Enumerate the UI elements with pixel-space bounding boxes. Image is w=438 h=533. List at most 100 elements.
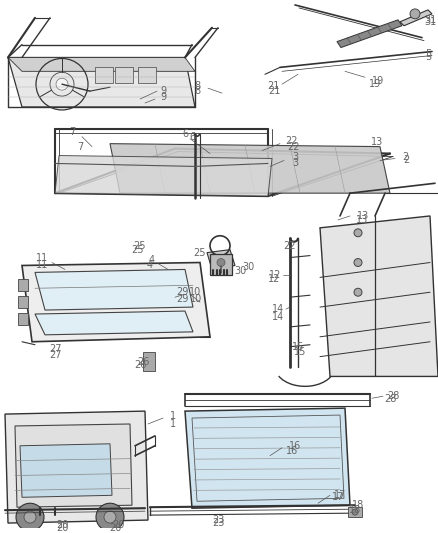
Text: 10: 10 bbox=[189, 287, 201, 297]
Text: 10: 10 bbox=[190, 294, 202, 304]
Text: 22: 22 bbox=[288, 142, 300, 151]
Text: 27: 27 bbox=[50, 350, 62, 360]
Circle shape bbox=[96, 503, 124, 531]
Circle shape bbox=[104, 511, 116, 523]
Bar bbox=[115, 67, 133, 83]
Text: 4: 4 bbox=[147, 261, 153, 270]
Text: 19: 19 bbox=[369, 79, 381, 89]
Circle shape bbox=[352, 509, 358, 515]
Circle shape bbox=[410, 9, 420, 19]
Text: 3: 3 bbox=[292, 151, 298, 161]
Text: 3: 3 bbox=[292, 158, 298, 168]
Text: 23: 23 bbox=[212, 515, 224, 525]
Text: 23: 23 bbox=[212, 518, 224, 528]
Polygon shape bbox=[35, 270, 193, 310]
Text: 6: 6 bbox=[189, 132, 195, 142]
Text: 30: 30 bbox=[242, 262, 254, 272]
Text: 5: 5 bbox=[425, 52, 431, 62]
Circle shape bbox=[24, 511, 36, 523]
Text: 27: 27 bbox=[50, 344, 62, 354]
Text: 1: 1 bbox=[170, 411, 176, 421]
Polygon shape bbox=[55, 156, 272, 196]
Polygon shape bbox=[185, 408, 350, 508]
Text: 29: 29 bbox=[176, 294, 188, 304]
Text: 20: 20 bbox=[109, 523, 121, 533]
Bar bbox=[138, 67, 156, 83]
Polygon shape bbox=[35, 311, 193, 335]
Text: 7: 7 bbox=[69, 127, 75, 137]
Text: 20: 20 bbox=[56, 523, 68, 533]
Text: 28: 28 bbox=[384, 394, 396, 404]
Bar bbox=[18, 313, 28, 325]
Text: 9: 9 bbox=[160, 86, 166, 96]
Circle shape bbox=[217, 259, 225, 266]
Text: 17: 17 bbox=[334, 490, 346, 500]
Polygon shape bbox=[20, 444, 112, 497]
Polygon shape bbox=[207, 249, 235, 270]
Text: 25: 25 bbox=[134, 241, 146, 251]
Bar bbox=[95, 67, 113, 83]
Text: 21: 21 bbox=[268, 86, 280, 96]
Text: 29: 29 bbox=[176, 287, 188, 297]
Text: 5: 5 bbox=[425, 50, 431, 60]
Text: 16: 16 bbox=[286, 446, 298, 456]
Text: 26: 26 bbox=[137, 357, 149, 367]
Text: 25: 25 bbox=[132, 245, 144, 255]
Polygon shape bbox=[22, 263, 210, 342]
Bar bbox=[143, 352, 155, 372]
Text: 31: 31 bbox=[424, 15, 436, 25]
Circle shape bbox=[354, 288, 362, 296]
Text: 16: 16 bbox=[289, 441, 301, 451]
Text: 7: 7 bbox=[77, 142, 83, 151]
Text: 17: 17 bbox=[332, 492, 344, 502]
Text: 6: 6 bbox=[182, 129, 188, 139]
Polygon shape bbox=[337, 20, 402, 47]
Polygon shape bbox=[320, 216, 438, 376]
Text: 13: 13 bbox=[371, 136, 383, 147]
Text: 26: 26 bbox=[134, 360, 146, 369]
Text: 9: 9 bbox=[160, 92, 166, 102]
Bar bbox=[18, 296, 28, 308]
Text: 12: 12 bbox=[268, 274, 280, 284]
Text: 14: 14 bbox=[272, 312, 284, 322]
Text: 11: 11 bbox=[36, 253, 48, 263]
Text: 18: 18 bbox=[352, 500, 364, 510]
Polygon shape bbox=[8, 58, 195, 71]
Circle shape bbox=[56, 78, 68, 90]
Circle shape bbox=[354, 259, 362, 266]
Text: 2: 2 bbox=[402, 151, 408, 161]
Bar bbox=[210, 254, 232, 276]
Text: 25: 25 bbox=[194, 248, 206, 257]
Polygon shape bbox=[8, 58, 195, 107]
Text: 13: 13 bbox=[357, 211, 369, 221]
Polygon shape bbox=[400, 10, 432, 26]
Text: 12: 12 bbox=[269, 270, 281, 280]
Text: 15: 15 bbox=[292, 342, 304, 352]
Bar bbox=[18, 279, 28, 291]
Text: 20: 20 bbox=[56, 520, 68, 530]
Text: 19: 19 bbox=[372, 76, 384, 86]
Polygon shape bbox=[5, 411, 148, 523]
Text: 4: 4 bbox=[149, 255, 155, 264]
Text: 8: 8 bbox=[194, 86, 200, 96]
Text: 21: 21 bbox=[267, 81, 279, 91]
Text: 2: 2 bbox=[403, 156, 409, 165]
Text: 13: 13 bbox=[356, 215, 368, 225]
Text: 22: 22 bbox=[284, 241, 296, 251]
Text: 31: 31 bbox=[424, 17, 436, 27]
Circle shape bbox=[354, 229, 362, 237]
Circle shape bbox=[16, 503, 44, 531]
Text: 14: 14 bbox=[272, 304, 284, 314]
Polygon shape bbox=[15, 424, 132, 507]
Text: 22: 22 bbox=[286, 136, 298, 146]
Text: 8: 8 bbox=[194, 81, 200, 91]
Bar bbox=[348, 507, 362, 517]
Polygon shape bbox=[110, 143, 390, 193]
Text: 1: 1 bbox=[170, 419, 176, 429]
Text: 20: 20 bbox=[112, 520, 124, 530]
Text: 18: 18 bbox=[349, 505, 361, 515]
Text: 15: 15 bbox=[294, 346, 306, 357]
Text: 30: 30 bbox=[234, 266, 246, 277]
Text: 11: 11 bbox=[36, 261, 48, 270]
Circle shape bbox=[58, 80, 66, 88]
